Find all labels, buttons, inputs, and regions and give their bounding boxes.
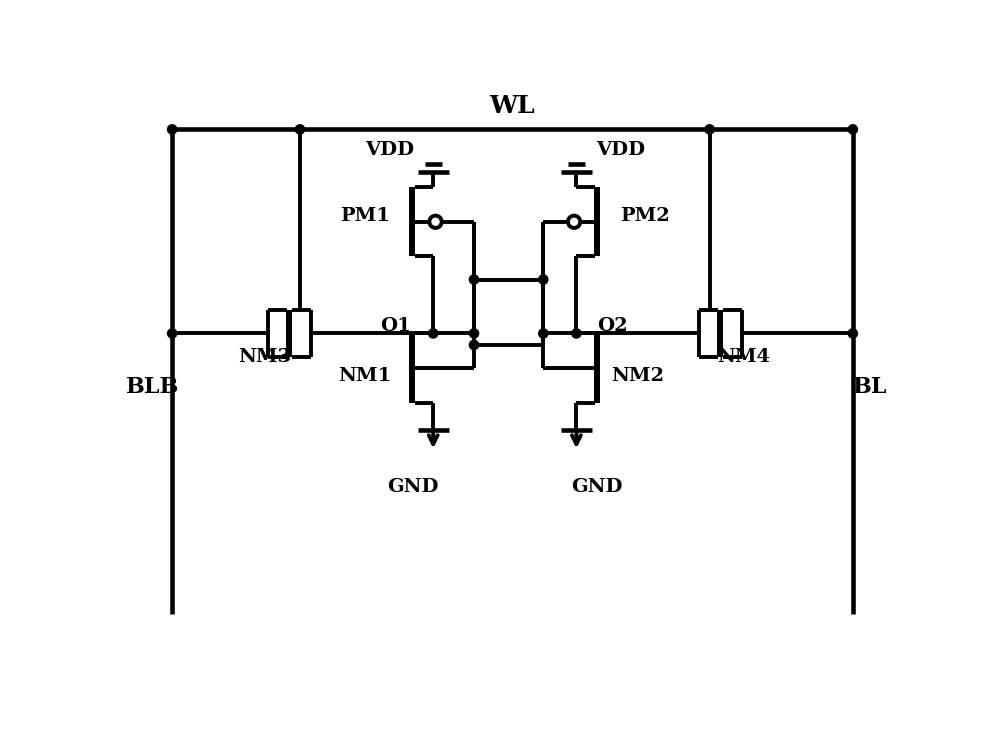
Circle shape — [848, 329, 857, 338]
Text: NM1: NM1 — [338, 367, 391, 384]
Text: PM1: PM1 — [340, 207, 390, 225]
Circle shape — [572, 329, 581, 338]
Circle shape — [295, 125, 305, 134]
Circle shape — [469, 275, 479, 284]
Circle shape — [469, 340, 479, 350]
Text: GND: GND — [571, 478, 623, 497]
Circle shape — [568, 215, 580, 228]
Text: NM4: NM4 — [717, 348, 770, 365]
Text: WL: WL — [490, 94, 535, 118]
Text: PM2: PM2 — [620, 207, 670, 225]
Circle shape — [168, 329, 177, 338]
Circle shape — [429, 329, 438, 338]
Circle shape — [429, 215, 442, 228]
Text: VDD: VDD — [596, 141, 645, 159]
Text: NM2: NM2 — [611, 367, 664, 384]
Text: GND: GND — [387, 478, 438, 497]
Text: BL: BL — [853, 376, 888, 399]
Circle shape — [705, 125, 714, 134]
Circle shape — [469, 329, 479, 338]
Circle shape — [539, 329, 548, 338]
Text: NM3: NM3 — [238, 348, 291, 365]
Circle shape — [539, 275, 548, 284]
Circle shape — [168, 125, 177, 134]
Text: BLB: BLB — [125, 376, 179, 399]
Circle shape — [848, 125, 857, 134]
Text: VDD: VDD — [365, 141, 414, 159]
Text: Q2: Q2 — [597, 317, 628, 335]
Text: Q1: Q1 — [380, 317, 411, 335]
